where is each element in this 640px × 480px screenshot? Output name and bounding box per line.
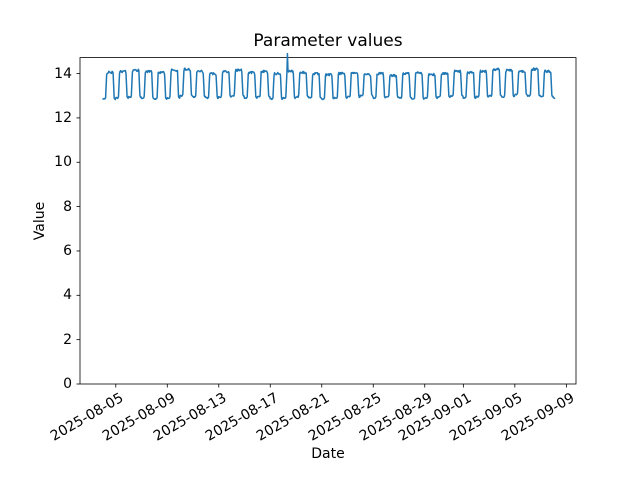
y-tick-label: 10 xyxy=(54,154,72,171)
chart-title: Parameter values xyxy=(253,31,403,51)
plot-spines xyxy=(79,57,577,385)
y-tick-label: 0 xyxy=(63,376,72,392)
y-tick-label: 2 xyxy=(63,331,72,348)
y-tick-label: 6 xyxy=(63,242,72,259)
data-line xyxy=(102,52,556,101)
x-axis-label: Date xyxy=(311,446,345,462)
y-tick-label: 12 xyxy=(54,109,72,126)
y-tick-label: 4 xyxy=(63,287,72,304)
y-tick-label: 14 xyxy=(54,65,72,82)
y-tick-label: 8 xyxy=(63,198,72,215)
